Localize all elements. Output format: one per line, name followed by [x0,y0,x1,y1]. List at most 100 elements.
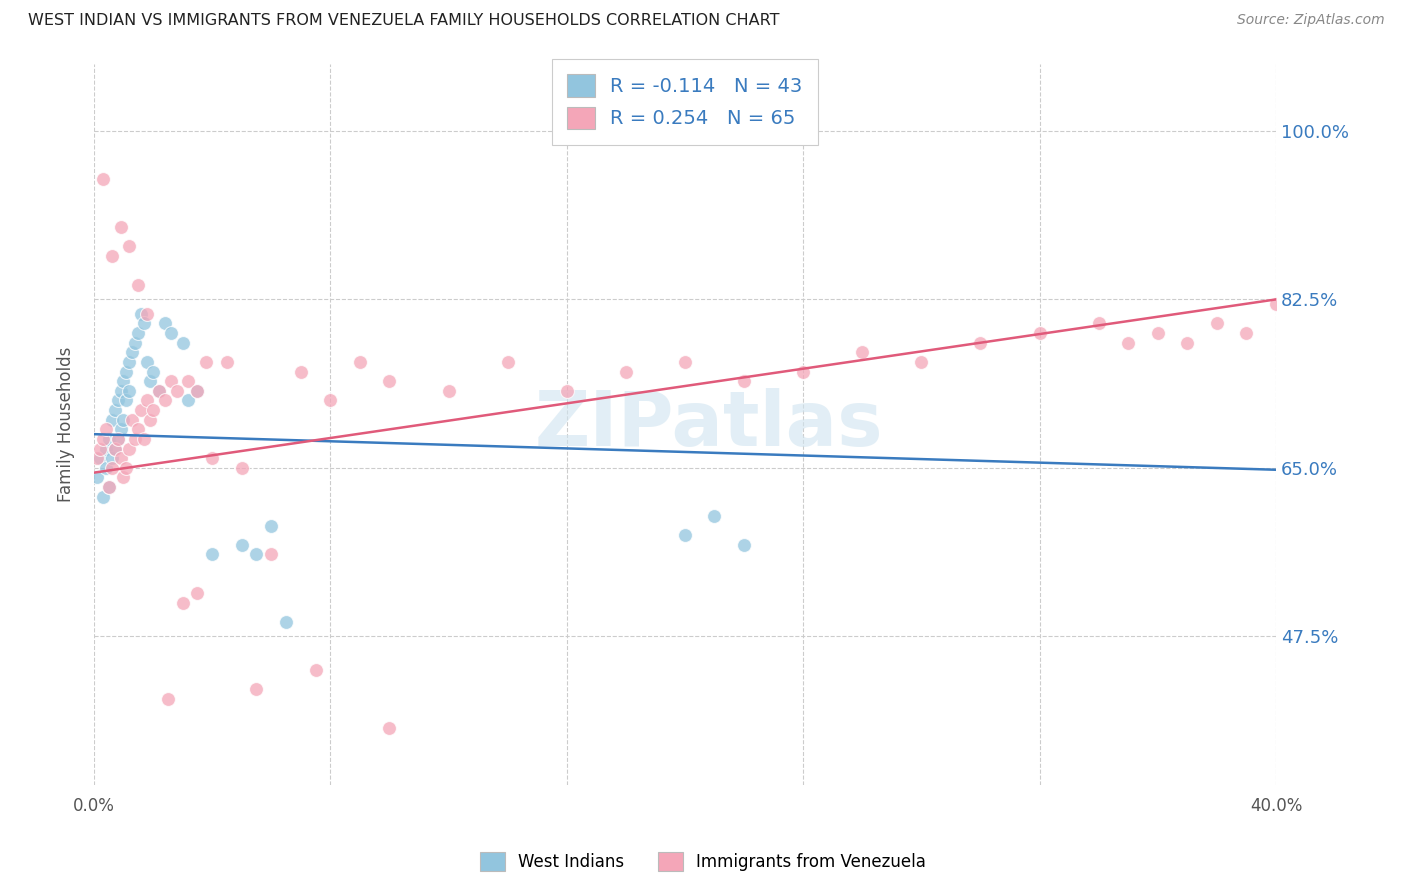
Point [733,374,755,388]
Point [177,374,200,388]
Legend: R = -0.114   N = 43, R = 0.254   N = 65: R = -0.114 N = 43, R = 0.254 N = 65 [553,59,818,145]
Point [274,615,297,629]
Point [245,548,267,562]
Point [792,365,814,379]
Point [91,432,114,446]
Point [91,490,114,504]
Point [100,460,122,475]
Point [555,384,578,398]
Point [134,432,156,446]
Point [139,413,162,427]
Point [136,355,159,369]
Point [159,326,181,340]
Point [107,432,129,446]
Point [94,442,117,456]
Point [260,548,283,562]
Point [851,345,873,359]
Point [107,432,129,446]
Point [110,451,132,466]
Point [127,277,149,292]
Point [86,451,108,466]
Point [121,413,143,427]
Text: WEST INDIAN VS IMMIGRANTS FROM VENEZUELA FAMILY HOUSEHOLDS CORRELATION CHART: WEST INDIAN VS IMMIGRANTS FROM VENEZUELA… [28,13,779,29]
Point [104,442,127,456]
Point [910,355,932,369]
Point [319,393,342,408]
Point [349,355,371,369]
Point [112,470,135,484]
Point [673,355,696,369]
Point [231,460,253,475]
Point [245,682,267,697]
Point [142,403,165,417]
Point [290,365,312,379]
Text: ZIPatlas: ZIPatlas [534,387,883,461]
Point [107,393,129,408]
Point [118,239,141,253]
Point [1234,326,1257,340]
Point [100,451,122,466]
Point [186,384,208,398]
Point [115,393,138,408]
Point [89,442,111,456]
Point [148,384,170,398]
Text: Source: ZipAtlas.com: Source: ZipAtlas.com [1237,13,1385,28]
Legend: West Indians, Immigrants from Venezuela: West Indians, Immigrants from Venezuela [471,843,935,880]
Point [159,374,181,388]
Point [614,365,637,379]
Y-axis label: Family Households: Family Households [58,347,75,502]
Point [673,528,696,542]
Point [156,691,179,706]
Point [186,586,208,600]
Point [104,403,127,417]
Point [1116,335,1139,350]
Point [172,335,194,350]
Point [177,393,200,408]
Point [378,721,401,735]
Point [118,384,141,398]
Point [201,548,224,562]
Point [124,432,146,446]
Point [186,384,208,398]
Point [148,384,170,398]
Point [115,460,138,475]
Point [104,442,127,456]
Point [201,451,224,466]
Point [91,172,114,186]
Point [136,307,159,321]
Point [1146,326,1168,340]
Point [121,345,143,359]
Point [110,422,132,436]
Point [496,355,519,369]
Point [1205,317,1227,331]
Point [134,317,156,331]
Point [703,508,725,523]
Point [136,393,159,408]
Point [195,355,218,369]
Point [115,365,138,379]
Point [142,365,165,379]
Point [1175,335,1198,350]
Point [118,355,141,369]
Point [100,413,122,427]
Point [94,460,117,475]
Point [1265,297,1288,311]
Point [1087,317,1109,331]
Point [260,518,283,533]
Point [172,596,194,610]
Point [86,470,108,484]
Point [153,317,176,331]
Point [1028,326,1050,340]
Point [127,422,149,436]
Point [153,393,176,408]
Point [97,480,120,494]
Point [378,374,401,388]
Point [129,307,152,321]
Point [97,480,120,494]
Point [166,384,188,398]
Point [969,335,991,350]
Point [304,663,326,677]
Point [97,432,120,446]
Point [110,220,132,235]
Point [139,374,162,388]
